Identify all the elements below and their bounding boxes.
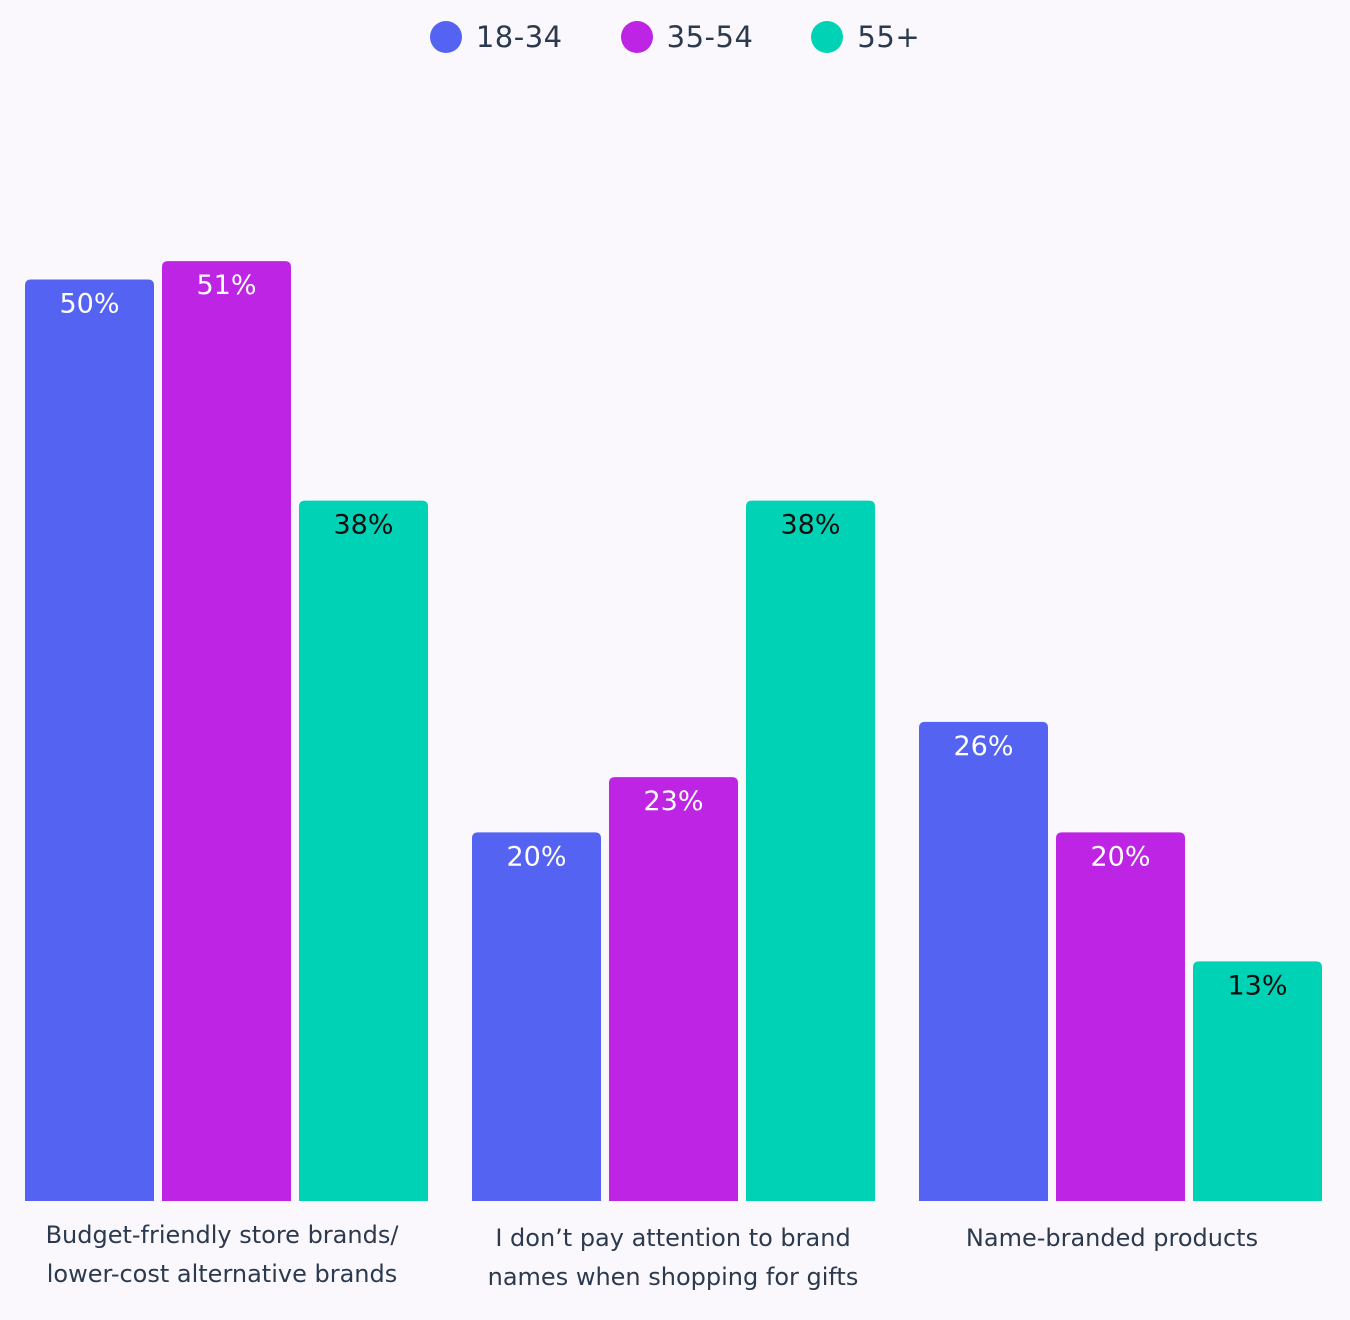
legend-label-18-34: 18-34: [475, 20, 563, 54]
category-label-line: lower-cost alternative brands: [46, 1260, 398, 1288]
legend-label-55-plus: 55+: [857, 20, 921, 54]
legend-item-55-plus[interactable]: 55+: [811, 14, 920, 60]
category-label-line: Budget-friendly store brands/: [45, 1221, 399, 1249]
category-label-budget-friendly: Budget-friendly store brands/ lower-cost…: [12, 1216, 432, 1294]
bar-35-54-cat-2[interactable]: [1056, 832, 1185, 1201]
bar-value-label-18-34-cat-1: 20%: [506, 841, 566, 872]
category-label-name-branded: Name-branded products: [902, 1219, 1322, 1258]
bar-18-34-cat-0[interactable]: [25, 279, 154, 1202]
bar-value-label-55-plus-cat-2: 13%: [1227, 970, 1287, 1001]
legend-swatch-55-plus: [811, 21, 844, 53]
bar-35-54-cat-1[interactable]: [609, 777, 738, 1201]
legend-item-18-34[interactable]: 18-34: [429, 14, 563, 60]
bar-value-label-55-plus-cat-0: 38%: [333, 510, 393, 541]
bar-value-label-35-54-cat-0: 51%: [196, 270, 256, 301]
category-label-line: names when shopping for gifts: [487, 1263, 859, 1291]
bar-55-plus-cat-0[interactable]: [299, 500, 428, 1201]
bar-value-label-55-plus-cat-1: 38%: [780, 510, 840, 541]
bar-18-34-cat-2[interactable]: [919, 721, 1048, 1201]
bar-value-label-18-34-cat-2: 26%: [953, 731, 1013, 762]
legend: 18-34 35-54 55+: [0, 14, 1350, 60]
bar-55-plus-cat-1[interactable]: [746, 500, 875, 1201]
bar-value-label-35-54-cat-2: 20%: [1090, 841, 1150, 872]
bar-55-plus-cat-2[interactable]: [1193, 961, 1322, 1201]
bar-18-34-cat-1[interactable]: [472, 832, 601, 1201]
category-label-line: I don’t pay attention to brand: [495, 1224, 851, 1252]
category-label-no-attention: I don’t pay attention to brand names whe…: [463, 1219, 883, 1297]
legend-label-35-54: 35-54: [666, 20, 754, 54]
category-label-line: Name-branded products: [965, 1224, 1259, 1252]
bar-35-54-cat-0[interactable]: [162, 261, 291, 1201]
bar-value-label-35-54-cat-1: 23%: [643, 786, 703, 817]
legend-swatch-35-54: [620, 21, 653, 53]
bar-value-label-18-34-cat-0: 50%: [59, 289, 119, 320]
legend-item-35-54[interactable]: 35-54: [620, 14, 754, 60]
legend-swatch-18-34: [429, 21, 462, 53]
